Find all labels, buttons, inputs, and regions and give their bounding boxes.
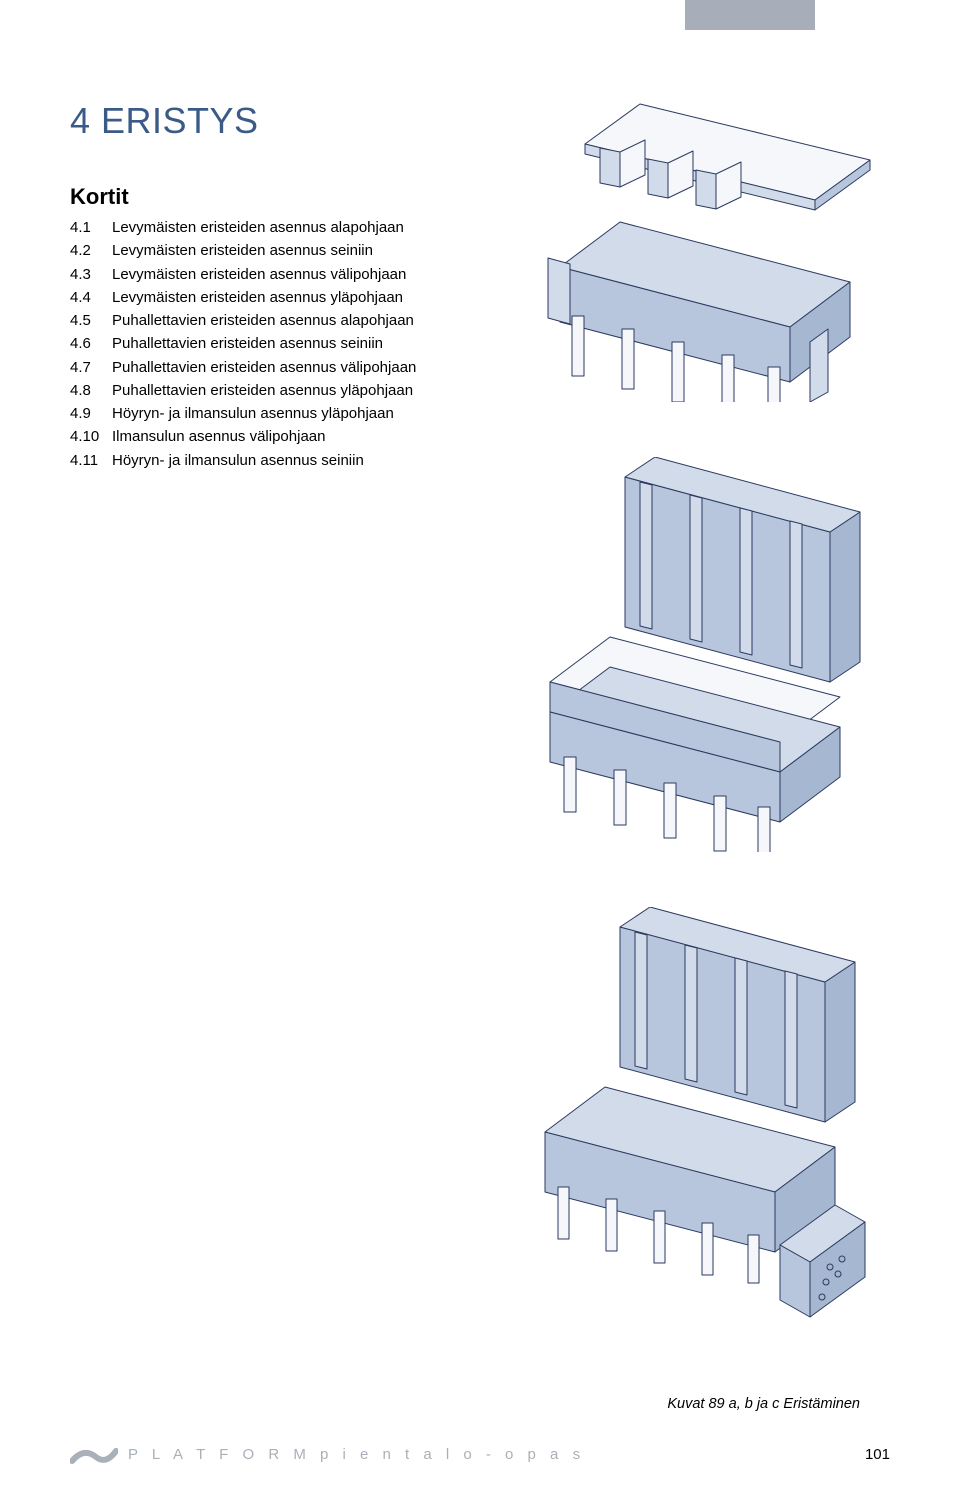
list-item: 4.8Puhallettavien eristeiden asennus ylä… (70, 379, 500, 402)
list-item: 4.5Puhallettavien eristeiden asennus ala… (70, 309, 500, 332)
top-accent-bar (685, 0, 815, 30)
page-number: 101 (865, 1446, 890, 1463)
list-num: 4.3 (70, 263, 112, 286)
list-num: 4.2 (70, 239, 112, 262)
list-text: Puhallettavien eristeiden asennus välipo… (112, 356, 416, 379)
list-text: Höyryn- ja ilmansulun asennus yläpohjaan (112, 402, 394, 425)
list-item: 4.11Höyryn- ja ilmansulun asennus seinii… (70, 449, 500, 472)
list-text: Ilmansulun asennus välipohjaan (112, 425, 325, 448)
list-num: 4.11 (70, 449, 112, 472)
list-num: 4.7 (70, 356, 112, 379)
figure-c (530, 907, 875, 1327)
list-item: 4.3Levymäisten eristeiden asennus välipo… (70, 263, 500, 286)
list-text: Puhallettavien eristeiden asennus yläpoh… (112, 379, 413, 402)
figure-b (530, 457, 875, 852)
section-heading: Kortit (70, 184, 500, 210)
list-num: 4.10 (70, 425, 112, 448)
text-column: 4 ERISTYS Kortit 4.1Levymäisten eristeid… (70, 100, 500, 472)
list-num: 4.4 (70, 286, 112, 309)
list-item: 4.2Levymäisten eristeiden asennus seinii… (70, 239, 500, 262)
list-item: 4.6Puhallettavien eristeiden asennus sei… (70, 332, 500, 355)
isometric-diagram-icon (530, 92, 875, 402)
list-text: Levymäisten eristeiden asennus yläpohjaa… (112, 286, 403, 309)
list-text: Höyryn- ja ilmansulun asennus seiniin (112, 449, 364, 472)
list-num: 4.8 (70, 379, 112, 402)
list-text: Levymäisten eristeiden asennus seiniin (112, 239, 373, 262)
list-text: Puhallettavien eristeiden asennus alapoh… (112, 309, 414, 332)
list-item: 4.7Puhallettavien eristeiden asennus väl… (70, 356, 500, 379)
isometric-diagram-icon (530, 907, 875, 1327)
figure-column (530, 92, 875, 1382)
list-num: 4.5 (70, 309, 112, 332)
figure-caption: Kuvat 89 a, b ja c Eristäminen (667, 1396, 860, 1412)
list-item: 4.10Ilmansulun asennus välipohjaan (70, 425, 500, 448)
list-text: Levymäisten eristeiden asennus alapohjaa… (112, 216, 404, 239)
kortit-list: 4.1Levymäisten eristeiden asennus alapoh… (70, 216, 500, 472)
list-item: 4.1Levymäisten eristeiden asennus alapoh… (70, 216, 500, 239)
list-text: Levymäisten eristeiden asennus välipohja… (112, 263, 406, 286)
footer-brand-text: P L A T F O R M p i e n t a l o - o p a … (128, 1446, 585, 1463)
page-footer: P L A T F O R M p i e n t a l o - o p a … (70, 1441, 890, 1467)
list-item: 4.9Höyryn- ja ilmansulun asennus yläpohj… (70, 402, 500, 425)
page-title: 4 ERISTYS (70, 100, 500, 142)
list-num: 4.1 (70, 216, 112, 239)
list-num: 4.6 (70, 332, 112, 355)
isometric-diagram-icon (530, 457, 875, 852)
list-item: 4.4Levymäisten eristeiden asennus yläpoh… (70, 286, 500, 309)
list-num: 4.9 (70, 402, 112, 425)
footer-left: P L A T F O R M p i e n t a l o - o p a … (70, 1441, 585, 1467)
list-text: Puhallettavien eristeiden asennus seinii… (112, 332, 383, 355)
brand-logo-icon (70, 1441, 118, 1467)
figure-a (530, 92, 875, 402)
